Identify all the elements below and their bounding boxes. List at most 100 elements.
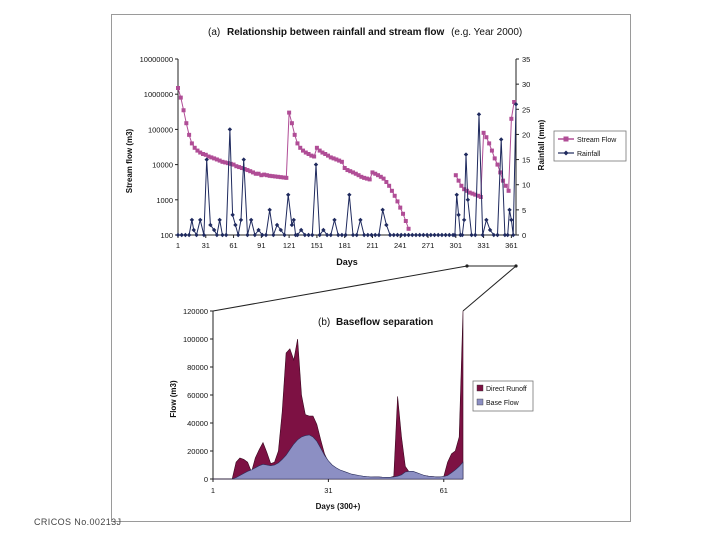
rainfall-point <box>491 232 496 238</box>
rainfall-point <box>417 232 422 238</box>
stream-flow-point <box>509 116 514 121</box>
rainfall-point <box>439 232 445 238</box>
rainfall-point <box>230 212 235 218</box>
stream-flow-point <box>398 205 403 210</box>
rainfall-point <box>507 207 512 213</box>
rainfall-point <box>452 232 458 238</box>
chart-a-y-left-tick-label: 1000 <box>156 196 173 205</box>
stream-flow-point <box>306 152 311 157</box>
stream-flow-point <box>226 161 231 166</box>
stream-flow-point <box>217 158 222 163</box>
stream-flow-point <box>262 172 267 177</box>
stream-flow-point <box>245 168 250 173</box>
rainfall-point <box>384 222 389 228</box>
chart-a-x-tick-label: 121 <box>283 241 296 250</box>
rainfall-point <box>447 232 452 238</box>
chart-b-y-tick-label: 60000 <box>187 391 208 400</box>
rainfall-legend-marker <box>563 150 569 156</box>
stream-flow-legend-marker <box>563 136 569 142</box>
chart-a-x-tick-label: 241 <box>394 241 407 250</box>
chart-a-x-tick-label: 271 <box>422 241 435 250</box>
rainfall-point <box>332 217 337 223</box>
chart-b-legend: Direct Runoff Base Flow <box>472 380 534 412</box>
stream-flow-point <box>492 156 497 161</box>
direct-runoff-legend-swatch <box>476 384 484 392</box>
rainfall-point <box>252 232 258 238</box>
rainfall-point <box>260 232 265 238</box>
figure-panel: (a) Relationship between rainfall and st… <box>111 14 631 522</box>
chart-a-y-right-tick-label: 15 <box>522 156 530 165</box>
chart-a-y-right-tick-label: 35 <box>522 55 530 64</box>
stream-flow-point <box>342 166 347 171</box>
rainfall-point <box>278 227 283 233</box>
rainfall-point <box>373 232 378 238</box>
rainfall-point <box>223 232 229 238</box>
chart-a-y-left-tick-label: 100000 <box>148 125 173 134</box>
rainfall-point <box>358 217 363 223</box>
rainfall-point <box>465 197 471 202</box>
chart-a-y-left-tick-label: 1000000 <box>144 90 173 99</box>
rainfall-point <box>436 232 441 238</box>
chart-b-areas <box>213 310 464 480</box>
stream-flow-point <box>326 153 331 158</box>
stream-flow-point <box>239 166 244 171</box>
rainfall-point <box>387 232 393 238</box>
rainfall-point <box>256 227 261 233</box>
chart-a-legend: Stream Flow Rainfall <box>553 130 627 162</box>
stream-flow-point <box>473 192 478 197</box>
chart-a-y-right-label: Rainfall (mm) <box>537 119 546 170</box>
chart-a-axes: 100 1000 10000 100000 1000000 10000000 0 5 10 15 2… <box>140 55 531 250</box>
chart-a: (a) Relationship between rainfall and st… <box>125 27 627 267</box>
zoom-connector-right <box>462 265 517 312</box>
stream-flow-point <box>248 169 253 174</box>
chart-b-title: (b) Baseflow separation <box>318 317 433 328</box>
chart-a-x-label: Days <box>336 257 358 267</box>
stream-flow-point <box>212 156 217 161</box>
rainfall-point <box>220 232 225 238</box>
stream-flow-point <box>495 162 500 167</box>
chart-a-y-right-tick-label: 5 <box>522 206 526 215</box>
rainfall-point <box>391 232 396 238</box>
stream-flow-point <box>478 195 483 200</box>
rainfall-point <box>186 232 192 238</box>
stream-flow-point <box>237 165 242 170</box>
chart-a-legend-box <box>553 130 627 162</box>
zoom-connector <box>212 264 518 312</box>
rainfall-point <box>469 232 474 238</box>
stream-flow-point <box>251 170 256 175</box>
rainfall-point <box>361 232 367 238</box>
chart-a-title: (a) Relationship between rainfall and st… <box>208 27 522 38</box>
stream-flow-point <box>234 164 239 169</box>
chart-a-y-left-label: Stream flow (m3) <box>125 128 134 193</box>
rainfall-point <box>217 217 222 223</box>
stream-flow-point <box>403 218 408 223</box>
rainfall-point <box>395 232 400 238</box>
rainfall-point <box>227 127 233 132</box>
stream-flow-point <box>467 190 472 195</box>
rainfall-point <box>424 232 430 238</box>
stream-flow-point <box>339 159 344 164</box>
stream-flow-point <box>181 108 186 113</box>
stream-flow-point <box>231 162 236 167</box>
rainfall-point <box>271 232 276 238</box>
chart-a-y-right-tick-label: 30 <box>522 80 530 89</box>
rainfall-point <box>343 232 348 238</box>
rainfall-point <box>194 232 199 238</box>
chart-b-x-tick-label: 61 <box>440 486 448 495</box>
rainfall-point <box>263 232 269 238</box>
rainfall-point <box>208 222 213 228</box>
rainfall-point <box>291 217 296 223</box>
stream-flow-point <box>295 141 300 146</box>
stream-flow-point <box>220 159 225 164</box>
rainfall-point <box>336 232 341 238</box>
rainfall-point <box>313 162 319 167</box>
chart-a-y-left-tick-label: 100 <box>160 231 173 240</box>
rainfall-point <box>248 217 254 223</box>
rainfall-point <box>198 217 203 223</box>
stream-flow-point <box>284 175 289 180</box>
stream-flow-point <box>348 169 353 174</box>
base-flow-legend-swatch <box>476 398 484 406</box>
stream-flow-point <box>267 173 272 178</box>
chart-a-x-tick-label: 91 <box>257 241 265 250</box>
rainfall-point <box>354 232 359 238</box>
